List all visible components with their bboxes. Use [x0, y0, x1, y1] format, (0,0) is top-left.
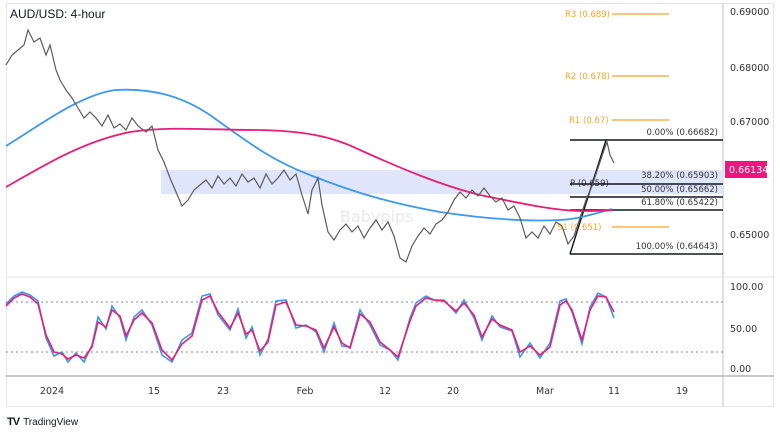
- fibonacci-lines[interactable]: [569, 139, 723, 255]
- osc-label-0: 0.00: [730, 364, 751, 375]
- fib-0-label: 0.00% (0.66682): [647, 128, 719, 138]
- brand-label: TradingView: [23, 416, 79, 428]
- watermark: Babypips: [340, 207, 414, 226]
- fib-50-label: 50.00% (0.65662): [641, 185, 718, 195]
- sma-fast-line: [5, 88, 613, 222]
- time-label-15: 15: [148, 386, 160, 397]
- fib-100-label: 100.00% (0.64643): [636, 242, 718, 252]
- fib-618-label: 61.80% (0.65422): [641, 198, 718, 208]
- time-label-12: 12: [379, 386, 391, 397]
- tradingview-logo-icon: TV: [7, 416, 20, 428]
- price-label-0: 0.69000: [730, 7, 769, 18]
- time-label-19: 19: [676, 386, 688, 397]
- time-label-20: 20: [447, 386, 459, 397]
- tradingview-logo[interactable]: TV TradingView: [7, 416, 78, 428]
- osc-label-50: 50.00: [730, 324, 757, 335]
- time-label-mar: Mar: [536, 386, 554, 397]
- pivot-r2-label: R2 (0.678): [565, 72, 610, 82]
- current-price-tag: [725, 161, 767, 178]
- price-series: [5, 28, 615, 263]
- time-label-feb: Feb: [297, 386, 314, 397]
- time-label-23: 23: [217, 386, 229, 397]
- sma-slow-line: [5, 127, 613, 212]
- osc-label-100: 100.00: [730, 282, 763, 293]
- stoch-d-line: [5, 293, 615, 362]
- price-label-1: 0.68000: [730, 63, 769, 74]
- resistance-zone: [161, 170, 723, 194]
- current-price-label: 0.66134: [729, 165, 768, 176]
- chart-frame: [6, 3, 774, 407]
- time-label-2024: 2024: [40, 386, 64, 397]
- pivot-s1-label: S1 (0.651): [557, 223, 601, 233]
- pivot-lines: [612, 13, 669, 228]
- price-label-3: 0.65000: [730, 230, 769, 241]
- price-label-2: 0.67000: [730, 117, 769, 128]
- fib-382-label: 38.20% (0.65903): [641, 171, 718, 181]
- chart-title: AUD/USD: 4-hour: [10, 7, 106, 21]
- time-label-11: 11: [608, 386, 620, 397]
- pivot-r3-label: R3 (0.689): [565, 10, 610, 20]
- pivot-r1-label: R1 (0.67): [569, 116, 609, 126]
